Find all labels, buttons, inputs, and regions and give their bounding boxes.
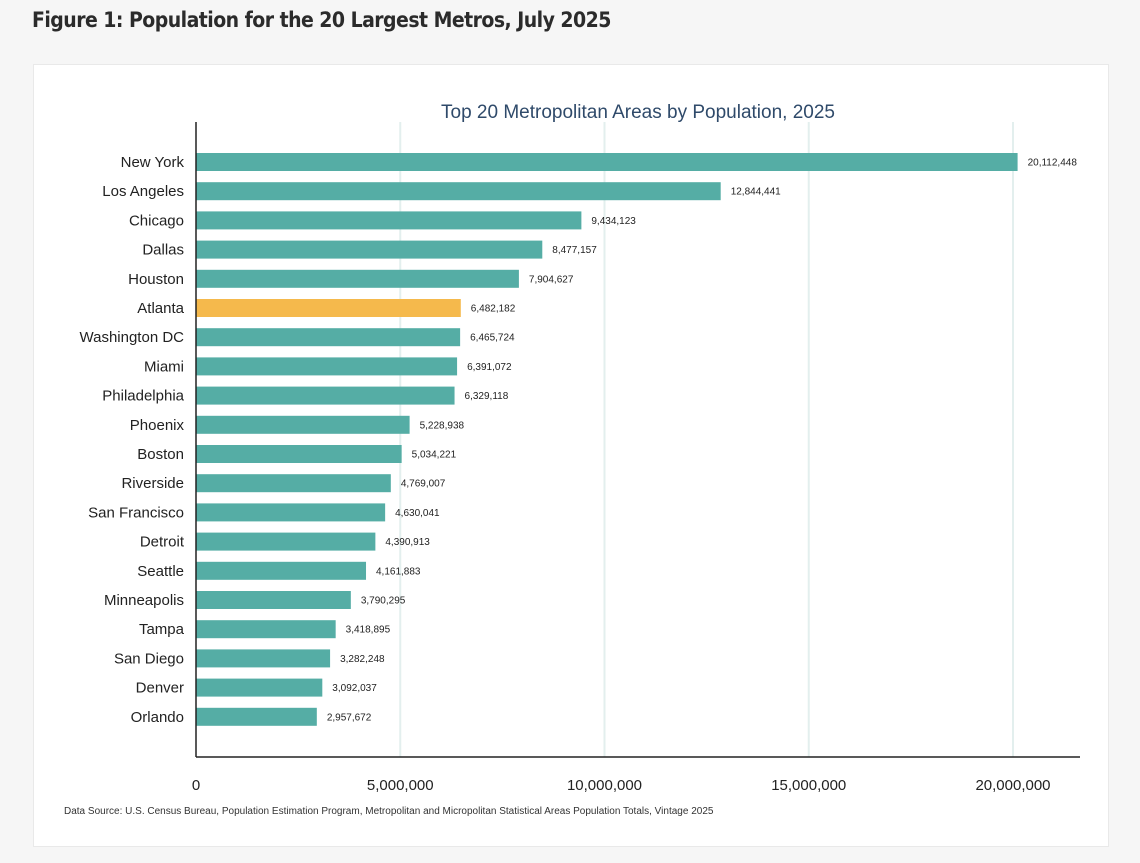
value-label: 8,477,157 xyxy=(552,245,597,256)
bar xyxy=(196,386,455,405)
value-label: 7,904,627 xyxy=(529,274,574,285)
value-label: 3,092,037 xyxy=(332,683,377,694)
bar xyxy=(196,182,721,201)
bar xyxy=(196,445,402,463)
value-label: 6,465,724 xyxy=(470,333,515,344)
category-label: Seattle xyxy=(137,563,184,580)
bar xyxy=(196,153,1018,171)
category-label: New York xyxy=(121,154,185,171)
bar xyxy=(196,299,461,317)
gridlines xyxy=(399,122,1014,757)
value-label: 6,329,118 xyxy=(465,391,509,402)
category-label: Miami xyxy=(144,358,184,375)
x-tick-label: 15,000,000 xyxy=(771,777,846,794)
value-label: 5,228,938 xyxy=(420,420,465,431)
value-label: 6,482,182 xyxy=(471,304,516,315)
category-label: Riverside xyxy=(121,475,184,492)
figure-title: Figure 1: Population for the 20 Largest … xyxy=(32,8,611,32)
chart-title: Top 20 Metropolitan Areas by Population,… xyxy=(441,102,835,123)
category-label: Chicago xyxy=(129,212,184,229)
category-label: Houston xyxy=(128,271,184,288)
category-label: Tampa xyxy=(139,621,185,638)
x-tick-labels: 0 5,000,000 10,000,000 15,000,000 20,000,000 xyxy=(192,777,1051,794)
bar xyxy=(196,649,331,668)
bar xyxy=(196,503,386,522)
value-label: 3,282,248 xyxy=(340,654,385,665)
bar xyxy=(196,707,317,726)
value-label: 4,630,041 xyxy=(395,508,440,519)
bar xyxy=(196,415,410,434)
category-label: Atlanta xyxy=(137,300,184,317)
category-label: Detroit xyxy=(140,534,185,551)
category-label: Philadelphia xyxy=(102,388,184,405)
value-label: 4,769,007 xyxy=(401,479,446,490)
value-label: 12,844,441 xyxy=(731,187,781,198)
value-label: 6,391,072 xyxy=(467,362,512,373)
x-tick-label: 0 xyxy=(192,777,200,794)
value-label: 20,112,448 xyxy=(1028,158,1078,169)
bar xyxy=(196,591,351,609)
x-tick-label: 10,000,000 xyxy=(567,777,642,794)
category-label: Denver xyxy=(136,680,184,697)
bar xyxy=(196,269,519,288)
value-label: 2,957,672 xyxy=(327,712,372,723)
bar xyxy=(196,678,323,697)
category-label: Washington DC xyxy=(80,329,185,346)
bars xyxy=(196,153,1018,726)
value-label: 4,161,883 xyxy=(376,566,421,577)
category-label: San Diego xyxy=(114,650,184,667)
value-label: 9,434,123 xyxy=(591,216,636,227)
bar xyxy=(196,211,582,230)
bar xyxy=(196,620,336,639)
category-label: Dallas xyxy=(142,242,184,259)
value-label: 5,034,221 xyxy=(412,450,457,461)
category-label: Minneapolis xyxy=(104,592,184,609)
category-labels: New York Los Angeles Chicago Dallas Houston A… xyxy=(80,154,185,726)
bar xyxy=(196,532,376,551)
category-label: Boston xyxy=(137,446,184,463)
category-label: Phoenix xyxy=(130,417,185,434)
axes xyxy=(195,122,1080,758)
bar xyxy=(196,240,543,259)
category-label: Los Angeles xyxy=(102,183,184,200)
bar xyxy=(196,474,391,493)
value-label: 3,790,295 xyxy=(361,596,406,607)
bar xyxy=(196,561,367,580)
bar xyxy=(196,328,461,347)
value-label: 4,390,913 xyxy=(385,537,430,548)
category-label: Orlando xyxy=(131,709,184,726)
x-tick-label: 20,000,000 xyxy=(975,777,1050,794)
source-note: Data Source: U.S. Census Bureau, Populat… xyxy=(64,806,714,817)
value-labels: 20,112,448 12,844,441 9,434,123 8,477,157 7,… xyxy=(327,158,1078,724)
category-label: San Francisco xyxy=(88,504,184,521)
x-tick-label: 5,000,000 xyxy=(367,777,434,794)
bar xyxy=(196,357,458,376)
value-label: 3,418,895 xyxy=(346,625,391,636)
